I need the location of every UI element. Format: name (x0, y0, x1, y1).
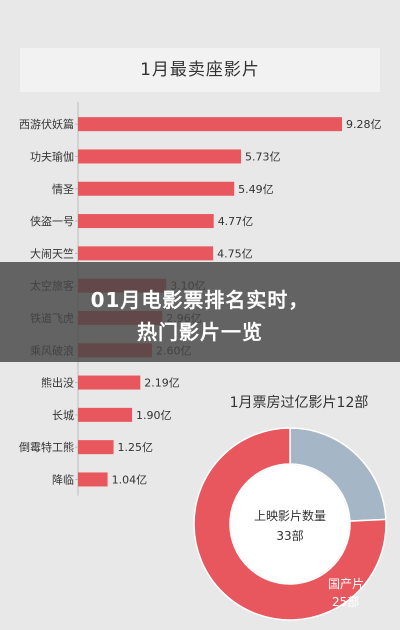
bar (78, 149, 242, 164)
value-label: 5.73亿 (245, 150, 280, 163)
donut-hole (231, 465, 349, 583)
headline-line-1: 01月电影票排名实时， (90, 288, 310, 312)
pie-chart: 引进片8部国产片25部上映影片数量33部 (193, 427, 387, 621)
bar (78, 407, 133, 422)
bar (78, 472, 108, 487)
headline-line-2: 热门影片一览 (137, 320, 263, 344)
bar (78, 246, 214, 261)
bar (78, 375, 141, 390)
slice-value-label: 25部 (332, 594, 359, 609)
category-label: 情圣 (52, 183, 74, 196)
slice-name-label: 国产片 (328, 577, 364, 591)
category-label: 侠盗一号 (30, 215, 74, 228)
value-label: 4.75亿 (217, 247, 253, 260)
category-label: 倒霉特工熊 (19, 440, 74, 454)
value-label: 1.04亿 (112, 473, 148, 486)
bar (78, 181, 235, 196)
bar (78, 440, 114, 455)
bar-chart-title: 1月最卖座影片 (20, 48, 380, 92)
value-label: 1.90亿 (136, 409, 172, 422)
value-label: 1.25亿 (118, 441, 154, 454)
donut-center-value: 33部 (276, 528, 303, 543)
category-label: 大闹天竺 (30, 246, 74, 260)
bar (78, 214, 214, 229)
category-label: 降临 (52, 472, 74, 486)
bar (78, 117, 342, 132)
category-label: 功夫瑜伽 (30, 149, 74, 163)
value-label: 4.77亿 (218, 215, 254, 228)
pie-chart-title: 1月票房过亿影片12部 (229, 395, 369, 411)
category-label: 熊出没 (41, 376, 74, 390)
pie-slice (193, 427, 387, 621)
value-label: 5.49亿 (238, 183, 274, 196)
category-label: 长城 (52, 409, 74, 422)
category-label: 西游伏妖篇 (19, 117, 74, 131)
headline-banner: 01月电影票排名实时， 热门影片一览 (0, 262, 400, 362)
value-label: 2.19亿 (144, 377, 180, 390)
donut-center-label: 上映影片数量 (254, 508, 326, 523)
value-label: 9.28亿 (346, 118, 382, 131)
